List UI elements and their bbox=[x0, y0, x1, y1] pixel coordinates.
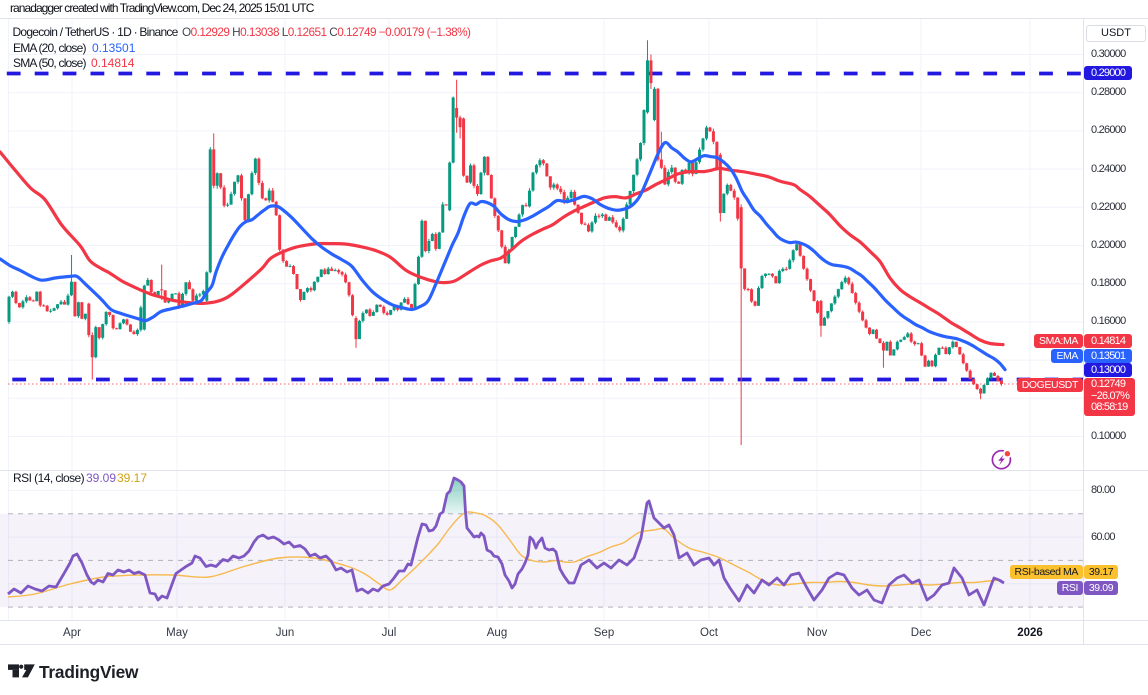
svg-text:TradingView: TradingView bbox=[39, 662, 139, 682]
